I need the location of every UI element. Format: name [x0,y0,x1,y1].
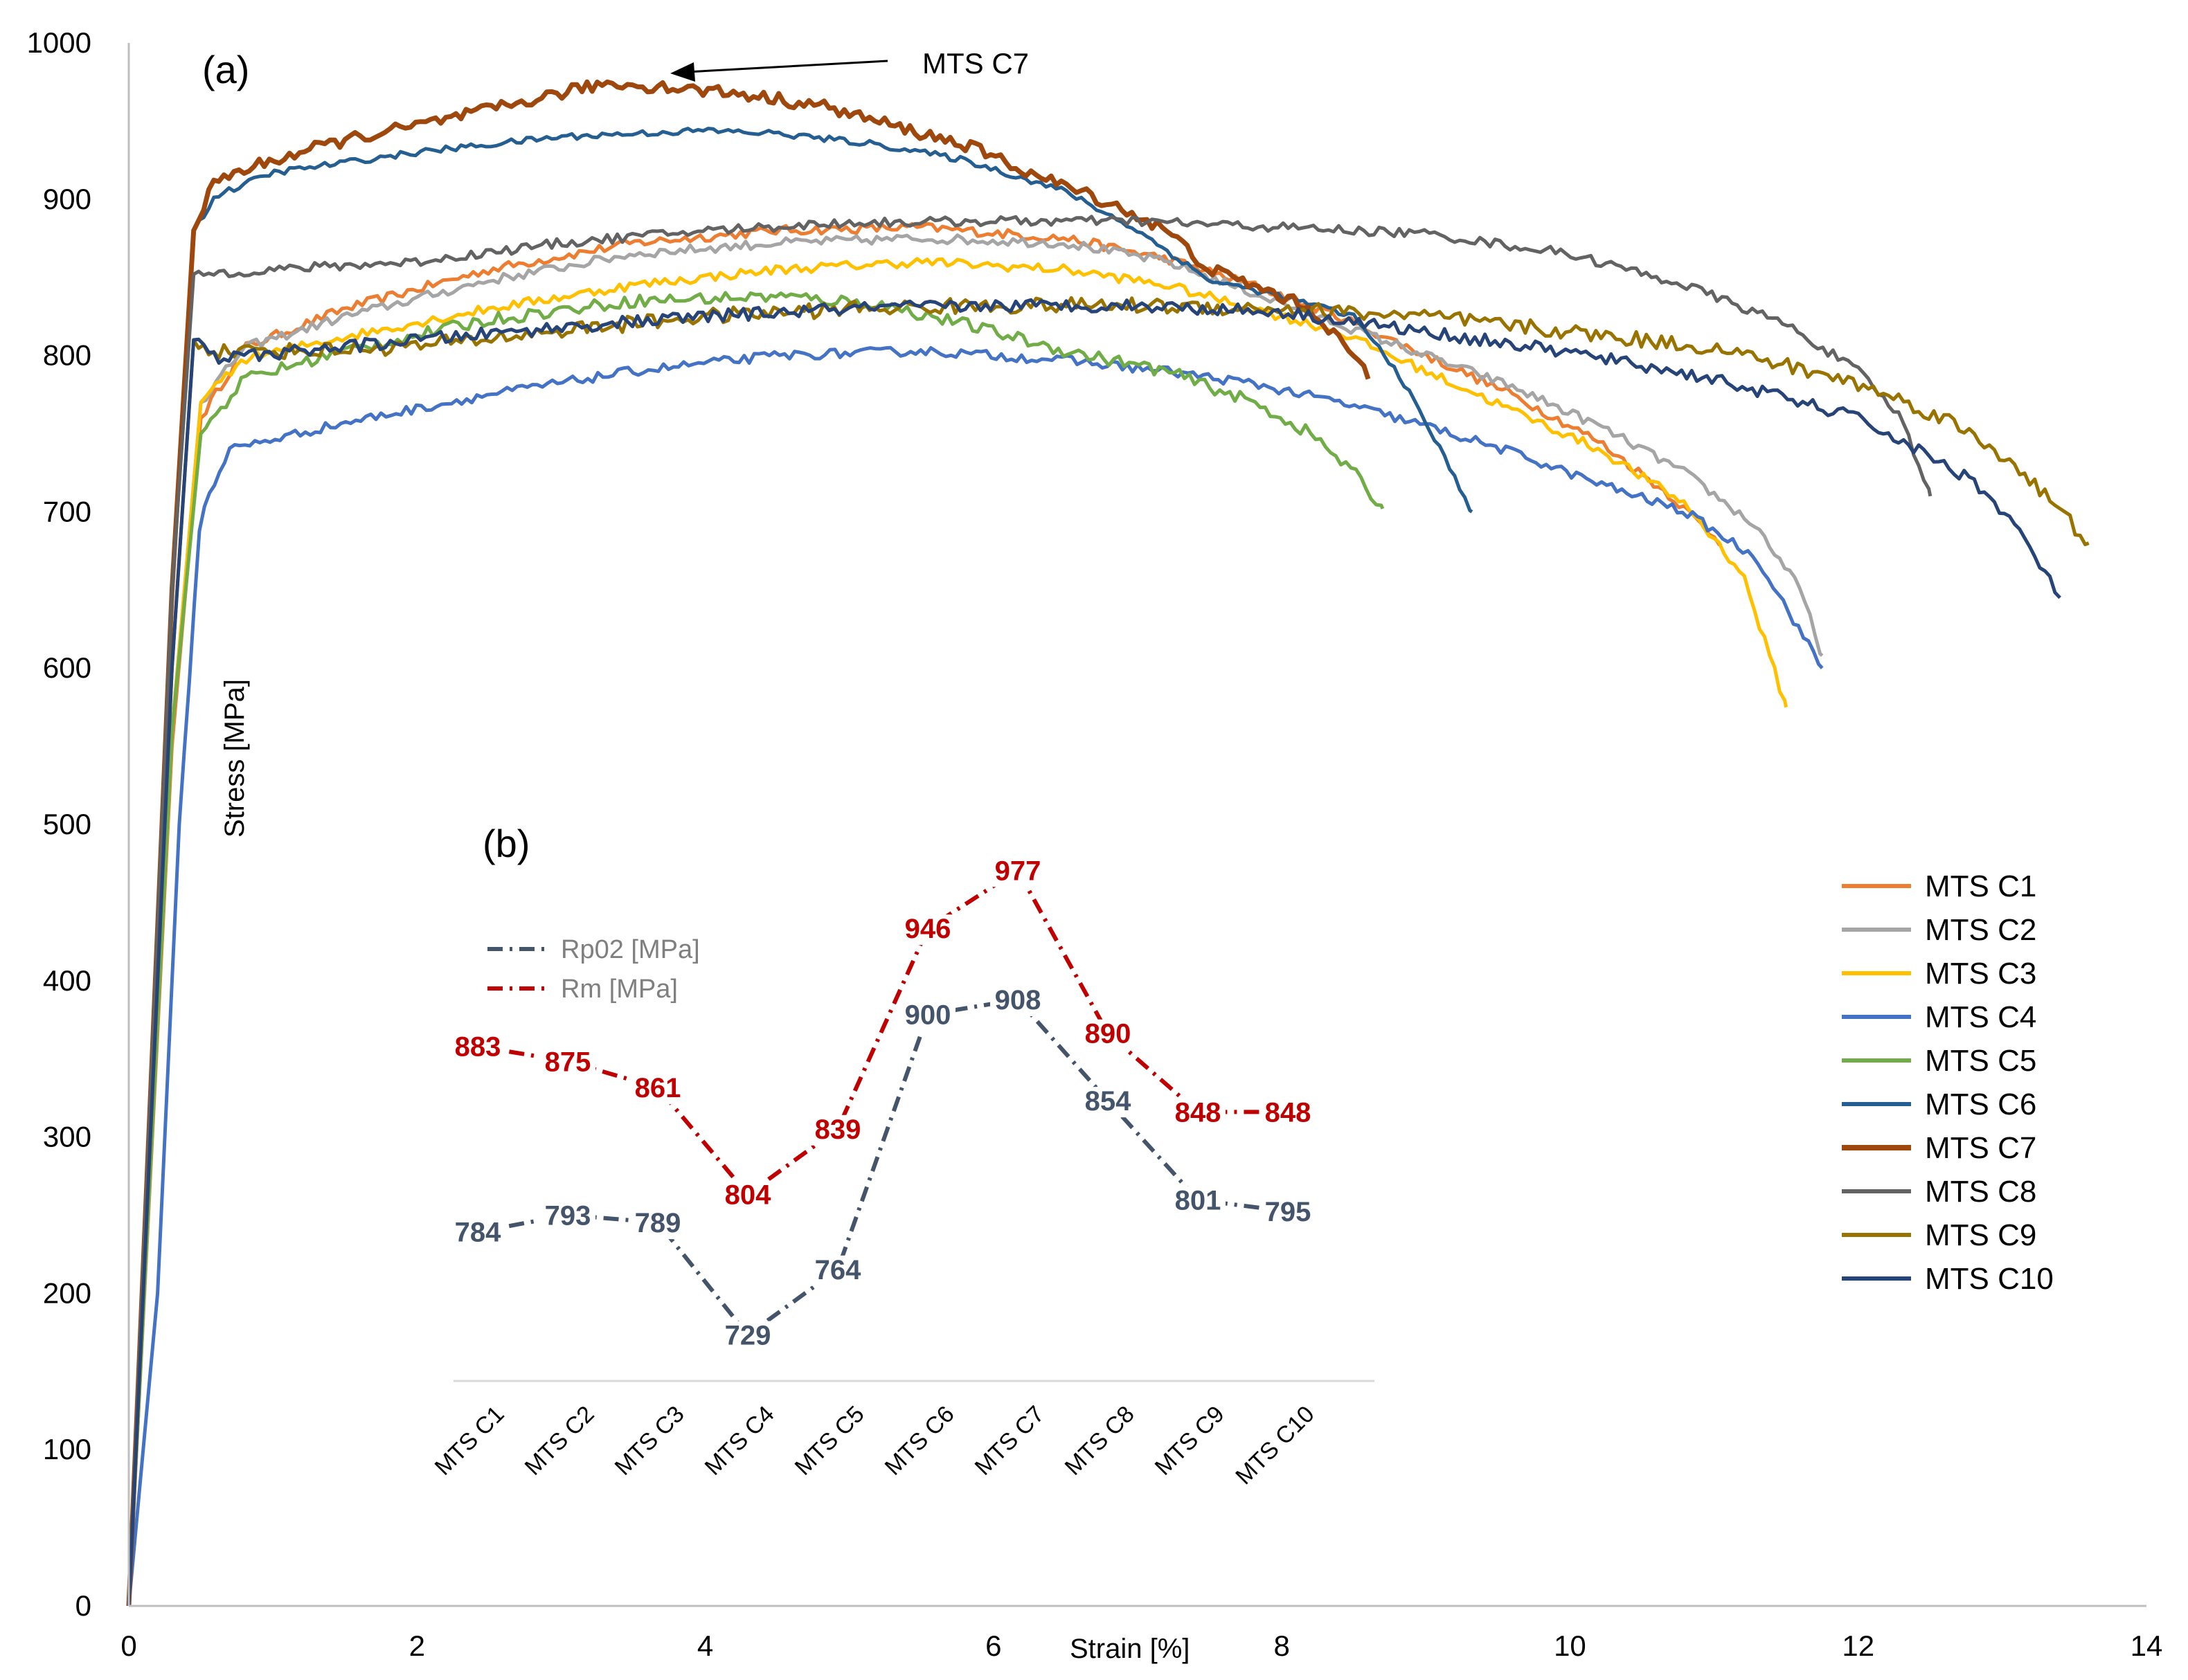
annotation-label: MTS C7 [922,47,1029,80]
inset-line-rp02 [477,997,1289,1338]
legend-label: MTS C9 [1925,1218,2036,1252]
x-tick-label: 12 [1842,1629,1874,1662]
legend-label: MTS C8 [1925,1175,2036,1209]
value-label: 900 [905,1000,951,1031]
value-label-bg [810,1114,866,1146]
value-label-bg [810,1255,866,1286]
value-label-bg [720,1321,775,1352]
annotation-arrow-line [686,60,888,73]
legend-label: MTS C3 [1925,957,2036,991]
value-label: 848 [1265,1097,1311,1128]
value-label-bg [900,914,956,946]
x-tick-label: 2 [409,1629,425,1662]
value-label-bg [630,1209,685,1240]
curve-mts-c1 [127,222,1723,1607]
curve-mts-c7 [126,79,1371,1607]
x-tick-label: 10 [1554,1629,1586,1662]
value-label: 890 [1085,1019,1131,1049]
value-label-bg [450,1218,505,1249]
value-label-bg [1170,1186,1226,1217]
legend-label: MTS C10 [1925,1262,2054,1296]
legend-label: MTS C5 [1925,1044,2036,1078]
curve-mts-c10 [127,298,2061,1607]
value-label-bg [720,1180,775,1211]
y-tick-label: 100 [43,1433,91,1465]
curve-mts-c4 [127,345,1824,1607]
panel-b-label: (b) [483,822,530,865]
value-label: 764 [815,1255,861,1285]
annotation-arrow-head [670,62,695,82]
x-tick-label: 4 [697,1629,713,1662]
y-tick-label: 0 [75,1589,91,1622]
value-label-bg [450,1032,505,1063]
value-label: 789 [635,1208,681,1238]
legend-rm-label: Rm [MPa] [561,975,678,1004]
curve-mts-c3 [127,257,1788,1607]
value-label-bg [1080,1019,1136,1050]
legend-label: MTS C6 [1925,1087,2036,1121]
value-label: 795 [1265,1197,1311,1227]
x-tick-labels: 0 2 4 6 8 10 12 14 [120,1629,2162,1662]
value-label-bg [1080,1087,1136,1118]
value-label-bg [540,1047,595,1078]
y-axis-label: Stress [MPa] [219,679,250,838]
main-plot: 0 100 200 300 400 500 600 700 800 900 1000 0 2 4 6 8 10… [27,26,2163,1664]
y-tick-label: 800 [43,339,91,372]
value-label: 804 [725,1180,771,1211]
y-tick-label: 300 [43,1121,91,1153]
value-label-bg [630,1074,685,1105]
x-tick-label: 0 [120,1629,136,1662]
legend-rp02-label: Rp02 [MPa] [561,935,700,964]
value-label-bg [990,986,1046,1017]
value-label: 908 [995,985,1041,1015]
x-tick-label: 8 [1273,1629,1289,1662]
value-label-bg [1170,1098,1226,1129]
legend-label: MTS C2 [1925,913,2036,947]
value-label: 946 [905,914,951,944]
curve-mts-c8 [127,215,1933,1607]
legend: MTS C1 MTS C2 MTS C3 MTS C4 MTS C5 MTS C6 MTS … [1842,869,2054,1296]
y-tick-label: 200 [43,1276,91,1309]
value-label: 784 [455,1218,501,1248]
value-label-bg [1260,1197,1316,1228]
value-label: 854 [1085,1086,1131,1117]
x-tick-label: 14 [2131,1629,2163,1662]
panel-a-label: (a) [202,48,249,91]
inset-value-labels: 784 793 789 729 764 900 908 854 801 795 883 875 861 8… [450,856,1316,1352]
curve-mts-c2 [127,233,1824,1607]
value-label-bg [1260,1098,1316,1129]
x-axis-label: Strain [%] [1070,1634,1190,1664]
curve-mts-c6 [127,127,1473,1607]
legend-label: MTS C4 [1925,1000,2036,1034]
value-label: 729 [725,1321,771,1351]
value-label-bg [900,1000,956,1031]
value-label-bg [540,1201,595,1232]
value-label: 793 [545,1200,591,1231]
y-tick-label: 900 [43,183,91,215]
value-label: 848 [1175,1097,1221,1128]
value-label: 875 [545,1047,591,1077]
y-tick-label: 600 [43,651,91,684]
y-tick-label: 400 [43,964,91,997]
y-tick-label: 700 [43,495,91,527]
value-label: 839 [815,1114,861,1145]
y-tick-label: 1000 [27,26,91,59]
curve-mts-c5 [127,291,1385,1607]
legend-label: MTS C7 [1925,1131,2036,1165]
y-tick-label: 500 [43,808,91,840]
value-label: 861 [635,1073,681,1103]
inset-line-rm [477,867,1288,1198]
stress-strain-curves [126,79,2090,1607]
value-label: 801 [1175,1186,1221,1216]
value-label-bg [990,856,1046,887]
value-label: 883 [455,1032,501,1063]
inset-series-lines [477,867,1289,1338]
y-tick-labels: 0 100 200 300 400 500 600 700 800 900 1000 [27,26,91,1622]
x-tick-label: 6 [985,1629,1001,1662]
legend-label: MTS C1 [1925,869,2036,903]
value-label: 977 [995,856,1041,886]
